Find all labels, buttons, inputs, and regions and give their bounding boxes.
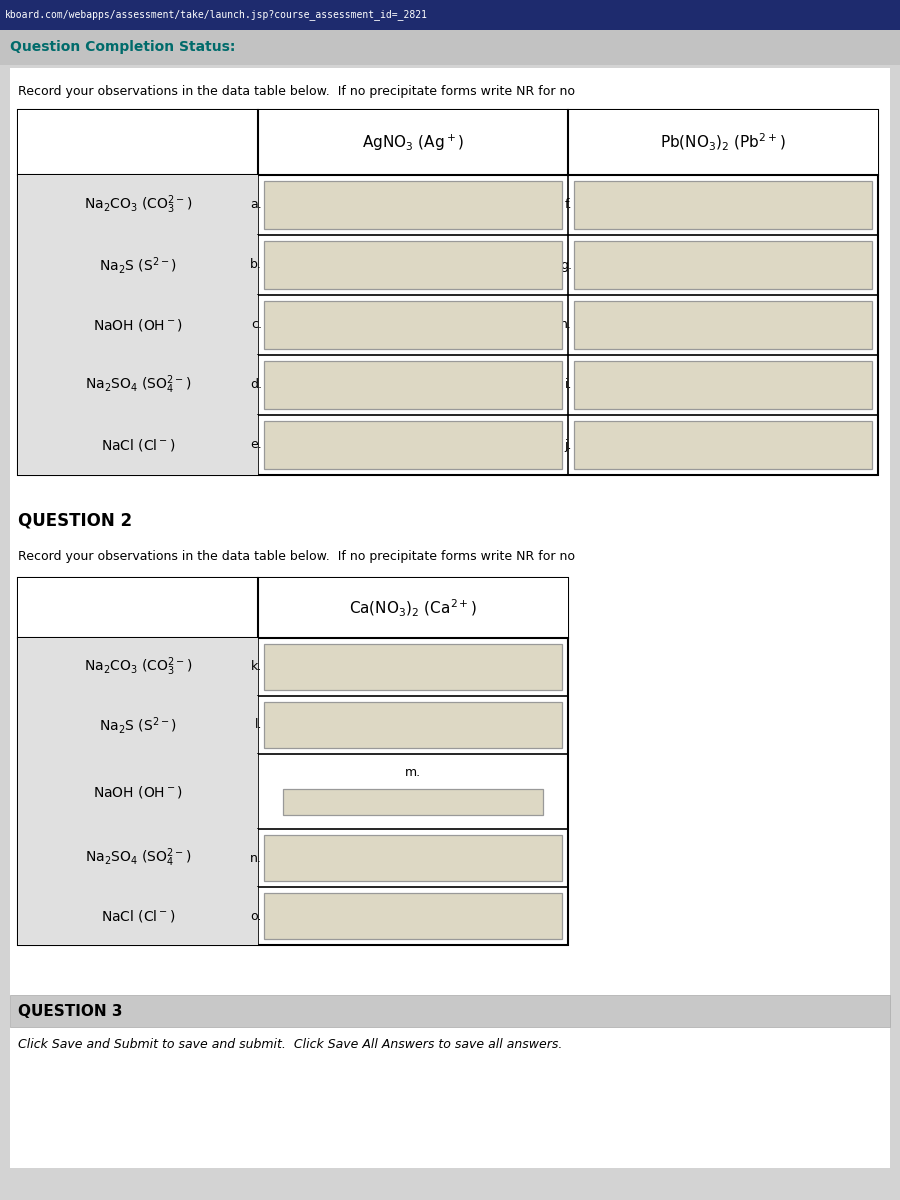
Bar — [18, 110, 878, 175]
Text: g.: g. — [560, 258, 572, 271]
Bar — [18, 295, 258, 355]
Bar — [18, 355, 258, 415]
Bar — [574, 181, 872, 229]
Bar — [18, 887, 258, 946]
Text: White: White — [291, 796, 328, 809]
Text: NR: NR — [272, 719, 290, 732]
Text: White: White — [582, 198, 618, 211]
Text: NaCl (Cl$^-$): NaCl (Cl$^-$) — [101, 908, 176, 924]
Text: QUESTION 3: QUESTION 3 — [18, 1003, 122, 1019]
Text: k.: k. — [251, 660, 262, 673]
Bar — [264, 835, 562, 881]
Text: Na$_2$SO$_4$ (SO$_4^{2-}$): Na$_2$SO$_4$ (SO$_4^{2-}$) — [85, 373, 191, 396]
Bar — [283, 790, 543, 815]
Text: NaOH (OH$^-$): NaOH (OH$^-$) — [93, 784, 183, 799]
Text: Record your observations in the data table below.  If no precipitate forms write: Record your observations in the data tab… — [18, 85, 575, 98]
Text: QUESTION 2: QUESTION 2 — [18, 511, 132, 529]
Text: c.: c. — [251, 318, 262, 331]
Text: Na$_2$CO$_3$ (CO$_3^{2-}$): Na$_2$CO$_3$ (CO$_3^{2-}$) — [84, 193, 192, 216]
Text: Pb(NO$_3$)$_2$ (Pb$^{2+}$): Pb(NO$_3$)$_2$ (Pb$^{2+}$) — [660, 132, 786, 154]
Text: Black: Black — [582, 258, 617, 271]
Text: NaOH (OH$^-$): NaOH (OH$^-$) — [93, 317, 183, 332]
Text: Na$_2$CO$_3$ (CO$_3^{2-}$): Na$_2$CO$_3$ (CO$_3^{2-}$) — [84, 655, 192, 678]
Text: NaCl (Cl$^-$): NaCl (Cl$^-$) — [101, 437, 176, 452]
Bar — [574, 241, 872, 289]
Text: NR: NR — [272, 378, 290, 391]
Bar — [574, 361, 872, 409]
Text: White: White — [272, 438, 309, 451]
Bar — [18, 415, 258, 475]
Bar — [574, 421, 872, 469]
Text: d.: d. — [250, 378, 262, 391]
Text: m.: m. — [405, 766, 421, 779]
Bar — [18, 578, 568, 946]
Bar — [18, 175, 258, 235]
Text: Na$_2$S (S$^{2-}$): Na$_2$S (S$^{2-}$) — [99, 714, 177, 736]
Bar — [0, 30, 900, 65]
Text: Ca(NO$_3$)$_2$ (Ca$^{2+}$): Ca(NO$_3$)$_2$ (Ca$^{2+}$) — [349, 598, 477, 618]
Bar — [18, 110, 878, 475]
Text: Question Completion Status:: Question Completion Status: — [10, 40, 236, 54]
Text: j.: j. — [564, 438, 572, 451]
Text: l.: l. — [255, 719, 262, 732]
Text: NR: NR — [272, 910, 290, 923]
Bar — [264, 893, 562, 938]
Bar — [264, 241, 562, 289]
Text: NR: NR — [582, 318, 600, 331]
Text: Click Save and Submit to save and submit.  Click Save All Answers to save all an: Click Save and Submit to save and submit… — [18, 1038, 562, 1051]
Bar — [18, 829, 258, 887]
Text: Pink: Pink — [272, 198, 298, 211]
Text: Na$_2$SO$_4$ (SO$_4^{2-}$): Na$_2$SO$_4$ (SO$_4^{2-}$) — [85, 847, 191, 869]
Text: NR: NR — [582, 378, 600, 391]
Bar — [264, 181, 562, 229]
Bar — [10, 995, 890, 1027]
Text: Record your observations in the data table below.  If no precipitate forms write: Record your observations in the data tab… — [18, 550, 575, 563]
Text: h.: h. — [560, 318, 572, 331]
Bar — [18, 696, 258, 754]
Text: kboard.com/webapps/assessment/take/launch.jsp?course_assessment_id=_2821: kboard.com/webapps/assessment/take/launc… — [5, 10, 428, 20]
Text: f.: f. — [564, 198, 572, 211]
Text: a.: a. — [250, 198, 262, 211]
Text: Dark Brown: Dark Brown — [272, 258, 345, 271]
Bar — [264, 644, 562, 690]
Bar — [18, 578, 568, 638]
Text: i.: i. — [564, 378, 572, 391]
Text: AgNO$_3$ (Ag$^+$): AgNO$_3$ (Ag$^+$) — [362, 132, 464, 152]
Text: Brown: Brown — [272, 318, 311, 331]
Text: Na$_2$S (S$^{2-}$): Na$_2$S (S$^{2-}$) — [99, 254, 177, 276]
Text: b.: b. — [250, 258, 262, 271]
Text: NR: NR — [272, 852, 290, 864]
Bar — [264, 421, 562, 469]
Bar — [264, 301, 562, 349]
Bar — [18, 235, 258, 295]
Text: o.: o. — [250, 910, 262, 923]
Text: White: White — [272, 660, 309, 673]
Bar — [18, 754, 258, 829]
Bar — [0, 0, 900, 30]
Text: White: White — [582, 438, 618, 451]
Text: n.: n. — [250, 852, 262, 864]
Bar — [18, 638, 258, 696]
Text: e.: e. — [250, 438, 262, 451]
Bar — [574, 301, 872, 349]
Bar — [264, 361, 562, 409]
Bar — [264, 702, 562, 748]
